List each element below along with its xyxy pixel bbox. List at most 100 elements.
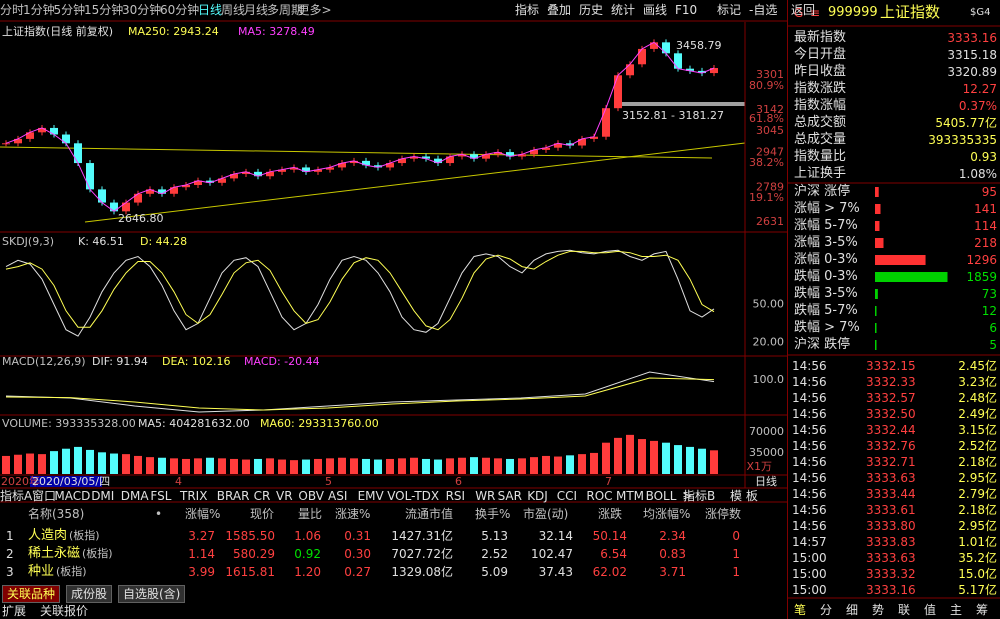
period-tab[interactable]: 更多>: [297, 3, 332, 17]
indicator-tab[interactable]: CCI: [556, 489, 578, 503]
tick-price: 3332.33: [866, 375, 916, 389]
indicator-tab[interactable]: BRAR: [216, 489, 250, 503]
indicator-tab[interactable]: OBV: [298, 489, 324, 503]
indicator-tab[interactable]: >: [682, 489, 693, 503]
breadth-label: 涨幅 > 7%: [794, 201, 860, 216]
side-tab[interactable]: 主: [950, 603, 963, 617]
column-header[interactable]: •: [155, 507, 163, 521]
indicator-tab[interactable]: DMI: [91, 489, 115, 503]
toolbar-button[interactable]: 标记: [717, 3, 742, 17]
column-header[interactable]: 现价: [250, 507, 275, 521]
indicator-label[interactable]: 指标A: [0, 489, 33, 503]
indicator-tab[interactable]: SAR: [497, 489, 522, 503]
column-header[interactable]: 市盈(动): [523, 507, 569, 521]
volume-bar: [590, 452, 598, 474]
quote-label: 总成交量: [794, 132, 847, 147]
breadth-bar: [875, 289, 878, 299]
volume-bar: [686, 446, 694, 474]
toolbar-button[interactable]: 叠加: [547, 3, 572, 17]
column-header[interactable]: 流通市值: [405, 507, 454, 521]
bottom-tab[interactable]: 扩展: [2, 604, 27, 618]
month-label: 6: [455, 475, 462, 488]
volume-bar: [458, 457, 466, 474]
volume-bar: [638, 439, 646, 474]
side-tab[interactable]: 筹: [976, 603, 989, 617]
period-tab[interactable]: 5分钟: [53, 3, 86, 17]
candle: [602, 108, 610, 137]
indicator-tab[interactable]: KDJ: [527, 489, 548, 503]
period-tab[interactable]: 日线: [198, 3, 223, 17]
period-tab[interactable]: 30分钟: [122, 3, 162, 17]
side-tab[interactable]: 势: [872, 603, 885, 617]
volume-bar: [38, 454, 46, 474]
toolbar-button[interactable]: -自选: [749, 3, 778, 17]
indicator-tab[interactable]: MTM: [616, 489, 645, 503]
indicator-tab[interactable]: MACD: [54, 489, 91, 503]
side-tab[interactable]: 联: [898, 603, 911, 617]
side-tab[interactable]: 细: [846, 603, 859, 617]
candle: [410, 156, 418, 159]
toolbar-button[interactable]: F10: [675, 3, 698, 17]
year-label: 2020年: [1, 474, 40, 488]
volume-bar: [650, 440, 658, 474]
template-tab[interactable]: 模 板: [730, 489, 758, 503]
indicator-tab[interactable]: FSL: [150, 489, 172, 503]
tick-time: 14:57: [792, 535, 827, 549]
sub-tab[interactable]: 自选股(含): [118, 585, 186, 603]
column-header[interactable]: 涨跌: [598, 507, 623, 521]
side-tab[interactable]: 笔: [794, 603, 807, 617]
period-tab[interactable]: 多周期: [267, 3, 304, 17]
breadth-count: 218: [974, 236, 997, 250]
indicator-tab[interactable]: DMA: [120, 489, 149, 503]
indicator-tab[interactable]: VR: [276, 489, 293, 503]
column-header[interactable]: 量比: [298, 507, 323, 521]
column-header[interactable]: 涨幅%: [185, 507, 221, 521]
tag-label: $G4: [970, 7, 991, 18]
candle: [326, 167, 334, 170]
period-tab[interactable]: 月线: [244, 3, 269, 17]
period-tab[interactable]: 分时: [0, 3, 25, 17]
toolbar-button[interactable]: 历史: [579, 3, 604, 17]
bottom-tab[interactable]: 关联报价: [40, 604, 89, 618]
period-tab[interactable]: 周线: [221, 3, 246, 17]
indicator-tab[interactable]: EMV: [357, 489, 384, 503]
sub-tab[interactable]: 成份股: [66, 585, 113, 603]
indicator-tab[interactable]: BOLL: [645, 489, 677, 503]
column-header[interactable]: 换手%: [475, 507, 511, 521]
period-tab[interactable]: 60分钟: [160, 3, 200, 17]
indicator-tab[interactable]: ASI: [328, 489, 348, 503]
column-header[interactable]: 名称(358): [28, 507, 85, 521]
volume-bar: [398, 458, 406, 474]
indicator-tab[interactable]: CR: [253, 489, 271, 503]
toolbar-button[interactable]: 统计: [611, 3, 636, 17]
toolbar-button[interactable]: 指标: [515, 3, 540, 17]
toolbar-button[interactable]: 返回: [791, 3, 816, 17]
column-header[interactable]: 均涨幅%: [643, 507, 691, 521]
tick-amount: 3.23亿: [958, 375, 997, 389]
menu-icon[interactable]: ≡: [810, 6, 821, 20]
candle: [26, 132, 34, 139]
indicator-tab[interactable]: VOL-TDX: [387, 489, 440, 503]
toolbar-button[interactable]: 画线: [643, 3, 668, 17]
row-name[interactable]: 人造肉: [28, 528, 68, 543]
candle: [254, 171, 262, 177]
indicator-tab[interactable]: WR: [475, 489, 496, 503]
row-name[interactable]: 稀土永磁: [28, 546, 81, 561]
column-header[interactable]: 涨速%: [335, 507, 371, 521]
indicator-tab[interactable]: 窗口: [32, 489, 57, 503]
indicator-label[interactable]: 指标B: [683, 489, 716, 503]
period-tab[interactable]: 15分钟: [84, 3, 124, 17]
side-tab[interactable]: 值: [924, 603, 937, 617]
column-header[interactable]: 涨停数: [705, 507, 742, 521]
row-name[interactable]: 种业: [28, 564, 55, 579]
indicator-tab[interactable]: ROC: [586, 489, 613, 503]
side-tab[interactable]: 分: [820, 603, 833, 617]
indicator-tab[interactable]: RSI: [445, 489, 466, 503]
cell: 5.13: [481, 529, 508, 543]
tick-time: 14:56: [792, 455, 827, 469]
sub-tab[interactable]: 关联品种: [2, 585, 61, 603]
candle: [278, 169, 286, 172]
indicator-tab[interactable]: TRIX: [180, 489, 208, 503]
period-tab[interactable]: 1分钟: [23, 3, 55, 17]
volume-bar: [194, 458, 202, 474]
